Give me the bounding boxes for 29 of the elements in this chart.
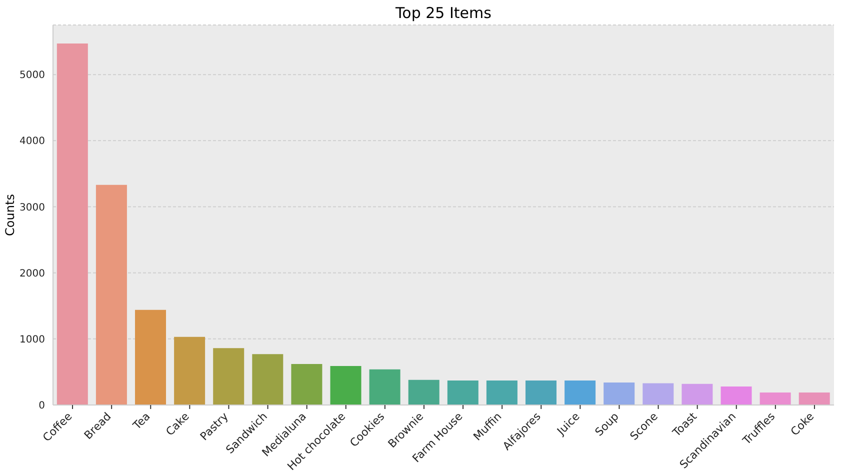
- y-tick-label: 5000: [20, 70, 45, 82]
- bar: [447, 380, 478, 405]
- bar: [291, 364, 322, 405]
- bar: [56, 44, 88, 405]
- bar: [798, 392, 830, 405]
- bar: [408, 380, 440, 405]
- bar: [682, 384, 713, 405]
- bar: [642, 383, 674, 405]
- chart-title: Top 25 Items: [394, 4, 492, 22]
- bar: [252, 354, 284, 405]
- bar: [604, 382, 635, 405]
- bar: [330, 366, 362, 405]
- y-tick-label: 1000: [20, 334, 45, 346]
- y-tick-label: 2000: [20, 268, 45, 280]
- bar: [720, 386, 752, 405]
- bar: [174, 336, 206, 405]
- y-tick-label: 4000: [20, 136, 45, 148]
- bar: [135, 310, 166, 405]
- bar: [486, 380, 518, 405]
- y-tick-label: 3000: [20, 202, 45, 214]
- bar: [760, 392, 791, 405]
- y-axis-title: Counts: [3, 194, 17, 236]
- bar: [369, 369, 400, 405]
- bar: [564, 380, 596, 405]
- bar: [213, 348, 244, 405]
- bar: [526, 380, 557, 405]
- x-tick-label: Tea: [130, 410, 153, 433]
- y-tick-label: 0: [38, 400, 45, 412]
- bar: [96, 184, 127, 405]
